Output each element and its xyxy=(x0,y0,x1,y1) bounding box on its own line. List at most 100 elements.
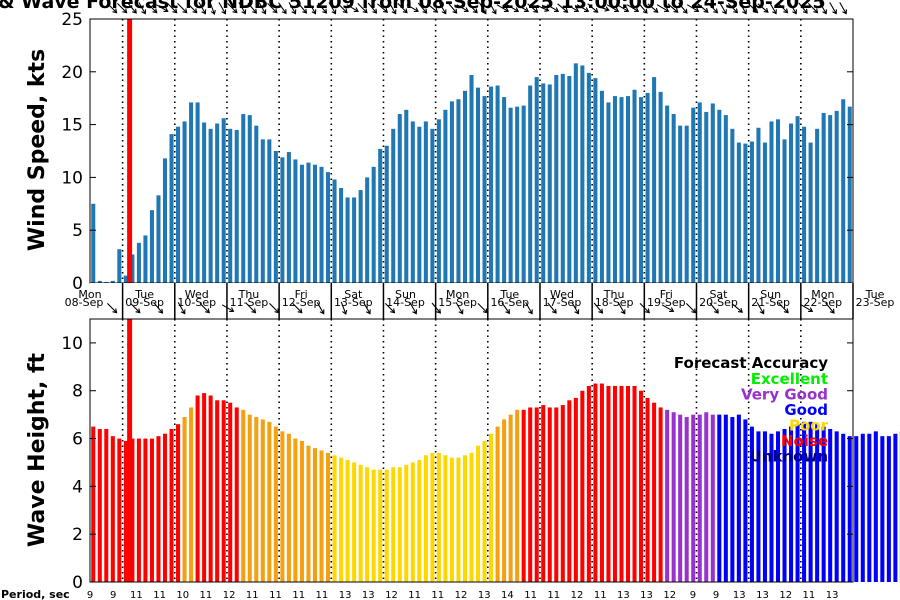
direction-arrow xyxy=(839,2,847,15)
legend-entry: Noise xyxy=(781,432,828,450)
direction-arrow xyxy=(107,303,118,314)
wave-bar xyxy=(162,433,168,582)
wave-bar xyxy=(293,438,298,582)
wind-bar xyxy=(208,128,213,283)
period-label: Period, sec xyxy=(1,588,70,600)
direction-arrow xyxy=(267,3,278,14)
wave-bar xyxy=(873,431,878,582)
wind-bar xyxy=(143,235,148,283)
wind-bar xyxy=(580,65,585,284)
period-value: 13 xyxy=(733,590,746,600)
wave-bar xyxy=(254,417,259,582)
direction-arrow xyxy=(756,302,765,315)
direction-arrow xyxy=(153,302,164,314)
wave-bar xyxy=(847,436,852,582)
wave-bar xyxy=(599,383,604,582)
period-value: 9 xyxy=(690,590,696,600)
period-value: 11 xyxy=(153,590,166,600)
weekday-label: Sun xyxy=(760,288,781,301)
y-tick-label: 2 xyxy=(72,525,83,545)
current-time-marker xyxy=(127,19,133,283)
y-tick-label: 10 xyxy=(61,168,83,188)
wind-bar xyxy=(286,152,291,283)
wind-bar xyxy=(430,128,435,283)
period-value: 13 xyxy=(640,590,653,600)
wind-bar xyxy=(547,84,552,283)
wind-bar xyxy=(762,142,767,283)
period-value: 11 xyxy=(316,590,329,600)
wave-bar xyxy=(736,414,741,582)
wave-bar xyxy=(286,433,291,582)
direction-arrow xyxy=(367,2,378,14)
wind-bar xyxy=(821,112,826,283)
wave-bar xyxy=(319,450,324,582)
wave-bar xyxy=(189,407,194,582)
wind-bar xyxy=(541,83,546,283)
wind-bar xyxy=(176,126,181,284)
wave-bar xyxy=(586,385,591,582)
day-axis: Mon08-SepTue09-SepWed10-SepThu11-SepFri1… xyxy=(65,283,894,319)
wind-bar xyxy=(202,122,207,284)
direction-arrow xyxy=(357,3,368,14)
wave-bar xyxy=(534,407,539,582)
wave-bar xyxy=(593,383,598,582)
wave-bar xyxy=(665,409,670,582)
direction-arrow xyxy=(167,3,178,14)
direction-arrow xyxy=(247,2,258,14)
date-label: 15-Sep xyxy=(438,296,477,309)
wave-bar xyxy=(247,414,252,582)
direction-arrow xyxy=(825,302,835,314)
direction-arrow xyxy=(447,2,458,14)
legend-entry: Good xyxy=(784,401,828,419)
wave-bar xyxy=(228,402,233,582)
date-label: 18-Sep xyxy=(595,296,634,309)
wave-bar xyxy=(528,407,533,582)
wave-bar xyxy=(260,419,265,582)
direction-arrow xyxy=(417,2,428,14)
wind-bar xyxy=(417,126,422,284)
direction-arrow xyxy=(340,301,348,316)
wave-bar xyxy=(436,452,441,582)
direction-arrow xyxy=(397,3,408,14)
wind-bar xyxy=(436,119,441,283)
wave-bar xyxy=(365,467,370,582)
direction-arrow xyxy=(546,4,560,12)
direction-arrow xyxy=(377,3,389,13)
wave-bar xyxy=(391,467,396,582)
wave-bar xyxy=(495,426,500,582)
wind-bar xyxy=(528,85,533,283)
wind-bar xyxy=(502,97,507,283)
wind-bar xyxy=(345,197,350,283)
period-value: 9 xyxy=(713,590,719,600)
wave-bar xyxy=(769,433,774,582)
direction-arrow xyxy=(218,2,227,15)
period-value: 13 xyxy=(339,590,352,600)
wind-bar xyxy=(508,107,513,283)
wave-bar xyxy=(384,469,389,582)
wave-bar xyxy=(775,431,781,582)
direction-arrow xyxy=(384,303,396,314)
wind-bar xyxy=(339,187,344,283)
date-label: 22-Sep xyxy=(803,296,842,309)
direction-arrow xyxy=(536,4,550,12)
wave-bar xyxy=(684,417,689,582)
direction-arrow xyxy=(316,302,325,315)
direction-arrow xyxy=(317,2,328,14)
wave-bar xyxy=(723,414,728,582)
wind-bar xyxy=(652,77,657,283)
direction-arrow xyxy=(127,2,137,14)
wind-bar xyxy=(260,139,265,283)
direction-arrow xyxy=(427,3,439,13)
weekday-label: Tue xyxy=(865,288,885,301)
wave-bar xyxy=(886,436,891,582)
wave-bar xyxy=(306,445,311,582)
direction-arrow xyxy=(697,3,709,13)
wave-bar xyxy=(176,424,181,582)
period-value: 10 xyxy=(176,590,189,600)
wind-bar xyxy=(423,121,428,284)
wave-bar xyxy=(704,412,709,582)
direction-arrow xyxy=(566,4,580,12)
wind-bar xyxy=(599,90,604,283)
